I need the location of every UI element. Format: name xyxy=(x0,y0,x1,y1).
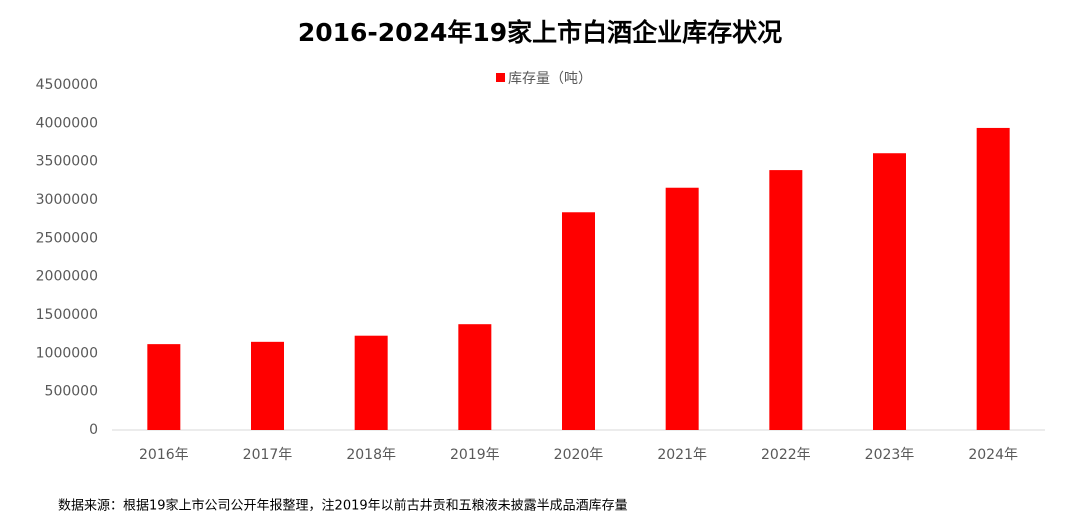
bar xyxy=(562,212,595,430)
bar xyxy=(769,170,803,430)
bar xyxy=(147,344,181,430)
chart-title: 2016-2024年19家上市白酒企业库存状况 xyxy=(298,18,782,47)
y-tick-label: 4000000 xyxy=(36,115,98,131)
x-tick-label: 2016年 xyxy=(139,447,189,463)
bar xyxy=(976,127,1010,430)
y-tick-label: 2000000 xyxy=(36,269,98,285)
x-tick-label: 2018年 xyxy=(346,447,396,463)
bar xyxy=(251,341,284,430)
x-tick-label: 2022年 xyxy=(761,447,811,463)
y-tick-label: 3500000 xyxy=(36,154,98,170)
y-tick-label: 1000000 xyxy=(36,345,98,361)
x-tick-label: 2017年 xyxy=(243,447,293,463)
x-tick-label: 2020年 xyxy=(554,447,604,463)
x-tick-label: 2019年 xyxy=(450,447,500,463)
x-tick-label: 2024年 xyxy=(968,447,1018,463)
legend-label: 库存量（吨） xyxy=(508,71,592,87)
bar xyxy=(458,324,492,430)
y-tick-label: 500000 xyxy=(45,384,98,400)
x-tick-label: 2023年 xyxy=(865,447,915,463)
y-tick-label: 1500000 xyxy=(36,307,98,323)
source-note: 数据来源：根据19家上市公司公开年报整理，注2019年以前古井贡和五粮液未披露半… xyxy=(58,498,628,514)
y-tick-label: 0 xyxy=(89,422,98,438)
y-tick-label: 4500000 xyxy=(36,77,98,93)
bar xyxy=(873,153,906,430)
y-tick-label: 3000000 xyxy=(36,192,98,208)
bar xyxy=(354,335,388,430)
legend-swatch xyxy=(496,73,505,82)
bar xyxy=(665,187,699,430)
x-tick-label: 2021年 xyxy=(657,447,707,463)
y-tick-label: 2500000 xyxy=(36,230,98,246)
